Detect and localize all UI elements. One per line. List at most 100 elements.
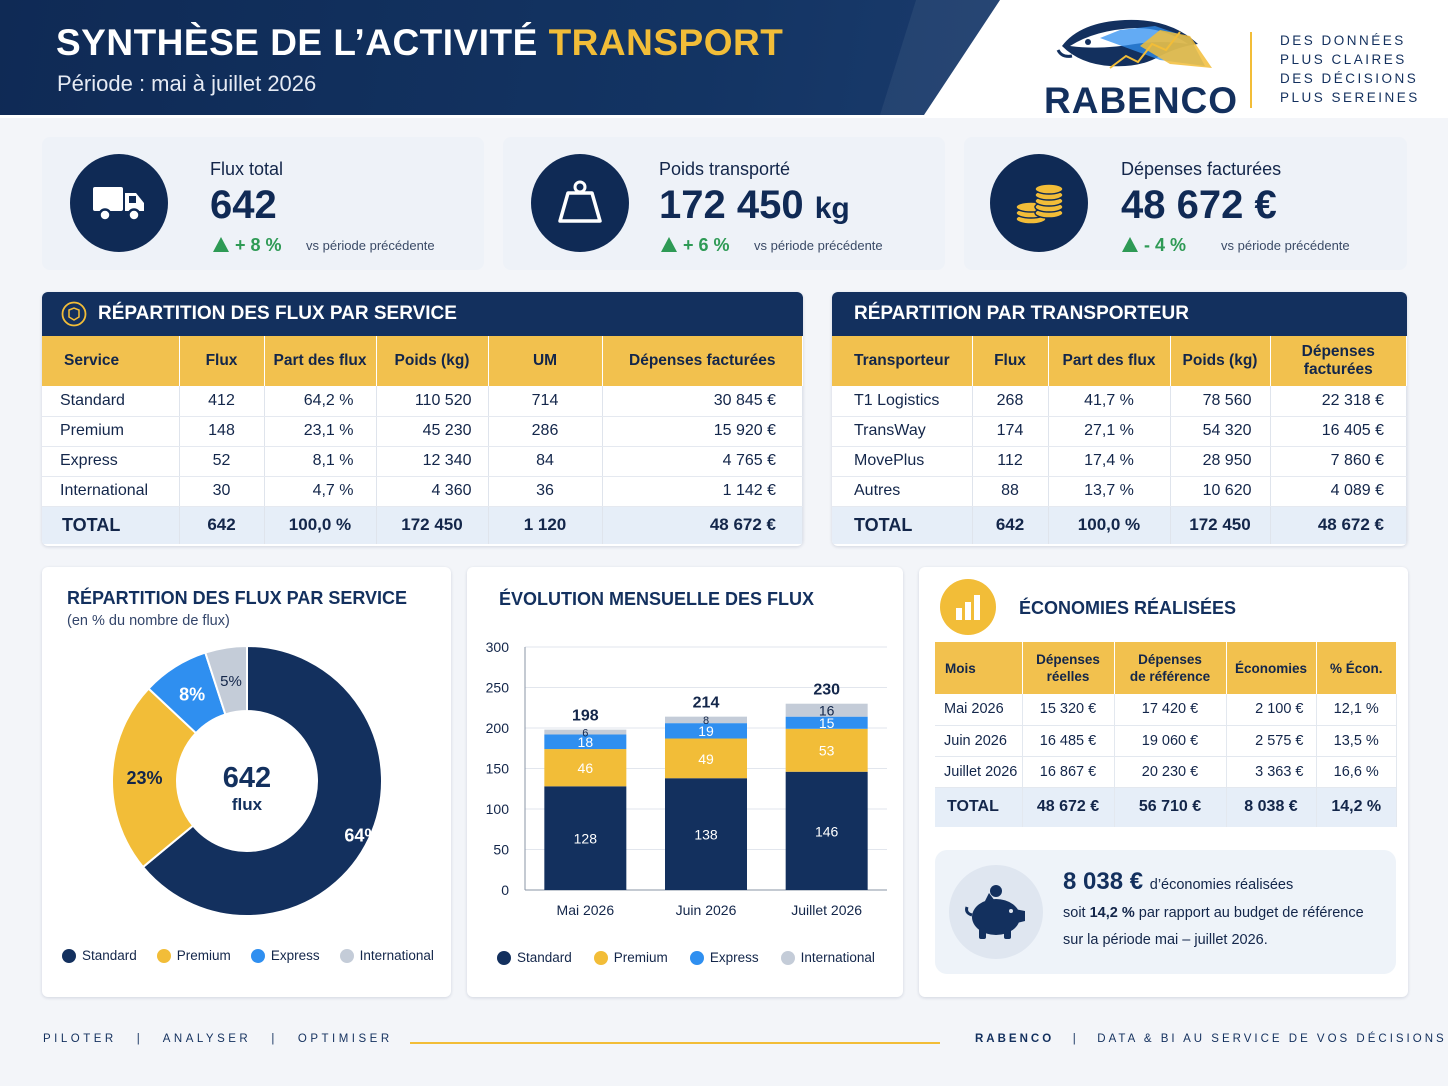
header-depenses-reference: Dépenses de référence	[1114, 642, 1227, 694]
table-row: Juillet 2026 16 867 €20 230 €3 363 €16,6 …	[935, 756, 1397, 788]
chart-title: ÉVOLUTION MENSUELLE DES FLUX	[499, 589, 815, 609]
donut-slice-premium	[111, 687, 198, 869]
kpi-value: 172 450 kg	[659, 183, 850, 227]
legend-item: Express	[250, 948, 320, 963]
trend-up-icon	[1122, 237, 1138, 252]
box-icon	[61, 301, 87, 327]
y-tick-label: 200	[486, 720, 510, 736]
trend-up-icon	[213, 237, 229, 252]
bar-value-label: 46	[578, 760, 594, 776]
chart-title: RÉPARTITION DES FLUX PAR SERVICE	[67, 588, 408, 608]
bar-value-label: 146	[815, 823, 839, 839]
table-row: T1 Logistics 268 41,7 % 78 560 22 318 €	[832, 386, 1407, 417]
bar-chart-icon	[940, 579, 996, 635]
kpi-label: Poids transporté	[659, 159, 791, 179]
chart-subtitle: (en % du nombre de flux)	[67, 613, 230, 629]
bar-segment-premium	[544, 749, 627, 787]
header-banner	[0, 0, 1000, 115]
bar-segment-standard	[665, 778, 747, 890]
legend-item: International	[780, 950, 875, 965]
bar-segment-international	[665, 716, 747, 724]
savings-table: Mois Dépenses réelles Dépenses de référenc…	[935, 642, 1397, 827]
table-row: Express 52 8,1 % 12 340 84 4 765 €	[42, 446, 803, 477]
y-tick-label: 150	[486, 761, 510, 777]
y-tick-label: 50	[493, 842, 509, 858]
kpi-label: Flux total	[210, 159, 284, 179]
tagline: DES DONNÉES PLUS CLAIRES DES DÉCISIONS P…	[1280, 33, 1420, 105]
bar-value-label: 138	[694, 826, 718, 842]
bar-segment-international	[785, 703, 868, 717]
legend-item: Express	[689, 950, 759, 965]
bar-value-label: 18	[578, 734, 594, 750]
kpi-value: 642	[210, 183, 277, 227]
savings-total: 8 038 € d’économies réalisées	[1063, 868, 1294, 895]
bar-value-label: 128	[574, 831, 598, 847]
page-subtitle: Période : mai à juillet 2026	[57, 71, 317, 96]
donut-chart-panel: RÉPARTITION DES FLUX PAR SERVICE (en % d…	[42, 567, 451, 997]
kpi-card-depenses: Dépenses facturées 48 672 € - 4 % vs pér…	[964, 137, 1407, 270]
bar-segment-express	[665, 723, 747, 739]
kpi-reference: vs période précédente	[306, 238, 435, 253]
logo: RABENCO	[1040, 16, 1237, 121]
logo-text: RABENCO	[1044, 80, 1239, 121]
legend-item: International	[339, 948, 434, 963]
x-tick-label: Juillet 2026	[791, 902, 862, 918]
header: SYNTHÈSE DE L’ACTIVITÉ TRANSPORT Période…	[0, 0, 1448, 121]
kpi-trend: + 8 %	[213, 235, 282, 256]
bar-value-label: 53	[819, 743, 835, 759]
chart-legend: Standard Premium Express International	[497, 950, 875, 965]
kpi-trend: + 6 %	[661, 235, 730, 256]
kpi-label: Dépenses facturées	[1121, 159, 1282, 179]
table-row: Mai 2026 15 320 €17 420 €2 100 €12,1 %	[935, 694, 1397, 726]
slice-label: 23%	[127, 768, 163, 788]
panel-header: RÉPARTITION PAR TRANSPORTEUR	[832, 292, 1407, 336]
bar-segment-express	[785, 716, 868, 729]
table-row: TransWay 174 27,1 % 54 320 16 405 €	[832, 416, 1407, 447]
bar-value-label: 15	[819, 715, 835, 731]
kpi-reference: vs période précédente	[1221, 238, 1350, 253]
table-total-row: TOTAL 642 100,0 % 172 450 1 120 48 672 €	[42, 506, 803, 544]
footer-left: PILOTER | ANALYSER | OPTIMISER	[43, 1033, 393, 1045]
badger-icon	[1056, 19, 1212, 69]
truck-icon	[93, 187, 144, 222]
y-tick-label: 300	[486, 639, 510, 655]
table-total-row: TOTAL 642 100,0 % 172 450 48 672 €	[832, 506, 1407, 544]
bar-total-label: 198	[572, 708, 599, 725]
bar-total-label: 214	[693, 695, 720, 712]
trend-up-icon	[661, 237, 677, 252]
table-row: MovePlus 112 17,4 % 28 950 7 860 €	[832, 446, 1407, 477]
bar-segment-express	[544, 734, 627, 750]
bar-segment-standard	[785, 771, 868, 890]
carrier-table-panel: RÉPARTITION PAR TRANSPORTEUR Transporteu…	[832, 292, 1407, 546]
kpi-card-poids: Poids transporté 172 450 kg + 6 % vs pér…	[503, 137, 945, 270]
bar-chart-panel: ÉVOLUTION MENSUELLE DES FLUX 0 50 100 150 20…	[467, 567, 903, 997]
savings-title: ÉCONOMIES RÉALISÉES	[1019, 598, 1237, 618]
kpi-trend: - 4 %	[1122, 235, 1186, 256]
carrier-table: Transporteur Flux Part des flux Poids (k…	[832, 336, 1407, 544]
bar-total-label: 230	[813, 682, 840, 699]
donut-center-label: flux	[232, 795, 263, 814]
table-total-row: TOTAL 48 672 €56 710 €8 038 €14,2 %	[935, 787, 1397, 827]
x-tick-label: Juin 2026	[676, 902, 737, 918]
service-table-panel: RÉPARTITION DES FLUX PAR SERVICE Service…	[42, 292, 803, 546]
bar-value-label: 16	[819, 703, 835, 719]
bar-value-label: 8	[703, 715, 709, 727]
piggy-bank-icon	[965, 885, 1025, 939]
table-row: Standard 412 64,2 % 110 520 714 30 845 €	[42, 386, 803, 417]
footer-right: RABENCO | DATA & BI AU SERVICE DE VOS DÉ…	[975, 1033, 1447, 1045]
kpi-reference: vs période précédente	[754, 238, 883, 253]
legend-item: Premium	[593, 950, 668, 965]
weight-icon	[558, 180, 602, 223]
chart-legend: Standard Premium Express International	[62, 948, 434, 963]
page-title: SYNTHÈSE DE L’ACTIVITÉ TRANSPORT	[56, 22, 784, 63]
service-table: Service Flux Part des flux Poids (kg) UM…	[42, 336, 803, 544]
donut-slice-standard	[141, 644, 383, 917]
bar-value-label: 6	[582, 727, 588, 739]
kpi-card-flux: Flux total 642 + 8 % vs période précéden…	[42, 137, 484, 270]
donut-center-value: 642	[223, 762, 271, 794]
slice-label: 8%	[179, 684, 205, 704]
savings-callout: 8 038 € d’économies réalisées soit 14,2 …	[935, 850, 1396, 974]
bar-segment-international	[544, 729, 627, 735]
table-row: Premium 148 23,1 % 45 230 286 15 920 €	[42, 416, 803, 447]
